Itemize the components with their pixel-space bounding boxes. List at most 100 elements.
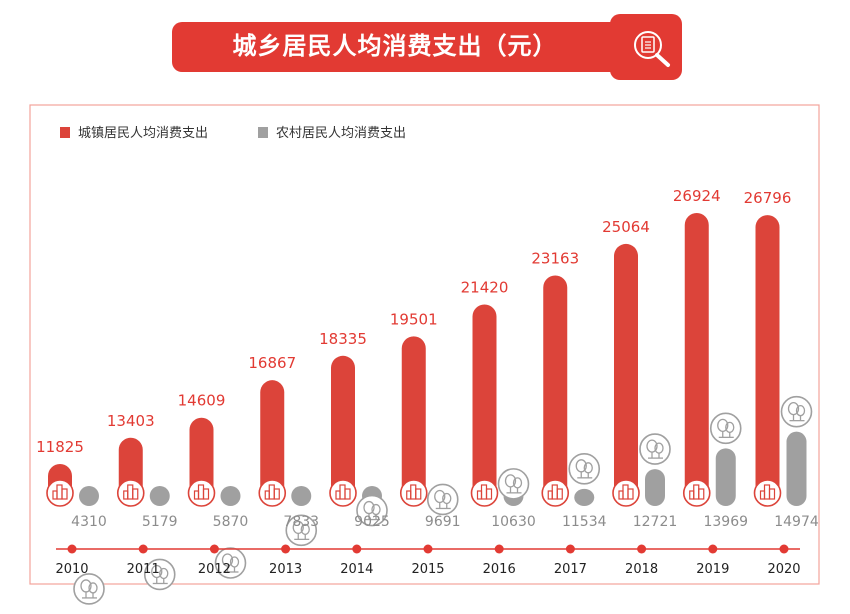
title-banner — [172, 14, 682, 80]
tree-icon — [646, 439, 664, 459]
urban-bar — [755, 215, 780, 507]
rural-value-label: 5870 — [213, 514, 249, 530]
legend-swatch — [60, 127, 70, 138]
timeline-dot — [494, 544, 504, 554]
tree-icon — [504, 474, 523, 494]
urban-value-label: 26796 — [744, 189, 792, 207]
building — [556, 488, 563, 500]
rural-value-label: 13969 — [703, 514, 748, 530]
rural-bar — [149, 486, 170, 506]
city-icon-ring — [753, 479, 782, 507]
building — [344, 488, 351, 500]
city-icon-ring — [470, 479, 499, 507]
rural-bar — [645, 469, 665, 506]
legend-label: 农村居民人均消费支出 — [276, 126, 406, 141]
year-label: 2014 — [340, 562, 373, 577]
year-label: 2018 — [625, 562, 658, 577]
tree-icon — [575, 459, 593, 479]
tree-icon — [151, 564, 169, 585]
city-icon-ring — [187, 479, 216, 507]
timeline-dot — [209, 544, 219, 554]
city-buildings-icon — [618, 484, 634, 500]
legend-swatch — [258, 127, 268, 138]
year-label: 2015 — [411, 562, 444, 577]
urban-bar — [472, 304, 497, 506]
rural-value-label: 9691 — [425, 514, 461, 530]
building — [132, 488, 139, 500]
tree-icon — [221, 553, 240, 573]
year-group: 25064 12721 — [602, 218, 677, 530]
city-icon-ring — [399, 479, 428, 507]
year-label: 2012 — [198, 562, 231, 577]
building — [768, 488, 776, 500]
building — [273, 488, 280, 500]
year-group: 21420 10630 — [461, 278, 536, 530]
bars: 1182543101340351791460958701686778331833… — [36, 187, 819, 605]
document-search-icon — [634, 31, 670, 67]
year-group: 23163 11534 — [531, 250, 606, 530]
urban-bar — [614, 243, 638, 506]
rural-bar — [715, 448, 736, 506]
timeline-dot — [67, 544, 77, 554]
urban-value-label: 23163 — [531, 250, 579, 268]
urban-bar — [260, 380, 285, 506]
tree-icon — [80, 579, 98, 599]
tree-icon — [717, 418, 735, 439]
city-icon-ring — [612, 479, 640, 507]
year-group: 26924 13969 — [673, 187, 748, 530]
year-group: 18335 9025 — [319, 330, 390, 530]
urban-bar — [543, 275, 568, 506]
city-buildings-icon — [406, 484, 422, 500]
urban-value-label: 19501 — [390, 310, 438, 328]
legend-label: 城镇居民人均消费支出 — [78, 126, 208, 141]
rural-value-label: 11534 — [562, 514, 607, 530]
timeline-dot — [565, 544, 575, 554]
rural-bar — [220, 486, 241, 506]
timeline-dot — [637, 544, 647, 554]
urban-value-label: 18335 — [319, 330, 367, 348]
city-buildings-icon — [335, 484, 351, 500]
building — [485, 488, 493, 500]
tree-icon — [787, 402, 806, 422]
year-group: 16867 7833 — [248, 354, 319, 547]
building — [202, 488, 210, 500]
city-icon-ring — [116, 479, 145, 507]
rural-value-label: 4310 — [71, 514, 107, 530]
city-buildings-icon — [476, 484, 493, 500]
year-group: 11825 4310 — [36, 438, 107, 605]
timeline-dot — [281, 544, 291, 554]
rural-value-label: 7833 — [283, 514, 319, 530]
urban-bar — [684, 213, 709, 506]
rural-value-label: 10630 — [491, 514, 536, 530]
urban-bar — [401, 336, 426, 506]
rural-value-label: 14974 — [774, 514, 819, 530]
timeline-dot — [138, 544, 148, 554]
timeline: 2010 2011 2012 2013 2014 2015 2016 2017 2018 2019… — [55, 544, 801, 577]
tree-icon — [363, 500, 381, 521]
year-label: 2011 — [127, 562, 160, 577]
city-buildings-icon — [193, 484, 210, 500]
title-banner-background — [172, 22, 672, 72]
chart-frame — [29, 104, 820, 585]
city-icon-ring — [682, 479, 711, 507]
building — [61, 488, 68, 500]
year-group: 19501 9691 — [390, 310, 461, 530]
rural-value-label: 5179 — [142, 514, 178, 530]
urban-value-label: 21420 — [461, 278, 509, 296]
city-buildings-icon — [689, 484, 705, 500]
year-label: 2013 — [269, 562, 302, 577]
urban-value-label: 25064 — [602, 218, 650, 236]
year-group: 13403 5179 — [107, 412, 178, 591]
urban-value-label: 16867 — [248, 354, 296, 372]
rural-bar — [291, 486, 312, 506]
rural-value-label: 9025 — [354, 514, 390, 530]
urban-value-label: 11825 — [36, 438, 84, 456]
timeline-dot — [779, 544, 789, 554]
rural-bar — [786, 431, 807, 506]
city-buildings-icon — [123, 484, 139, 500]
city-icon-ring — [258, 479, 287, 507]
urban-bar — [331, 355, 355, 506]
chart-title: 城乡居民人均消费支出（元） — [232, 32, 558, 60]
timeline-dot — [352, 544, 362, 554]
